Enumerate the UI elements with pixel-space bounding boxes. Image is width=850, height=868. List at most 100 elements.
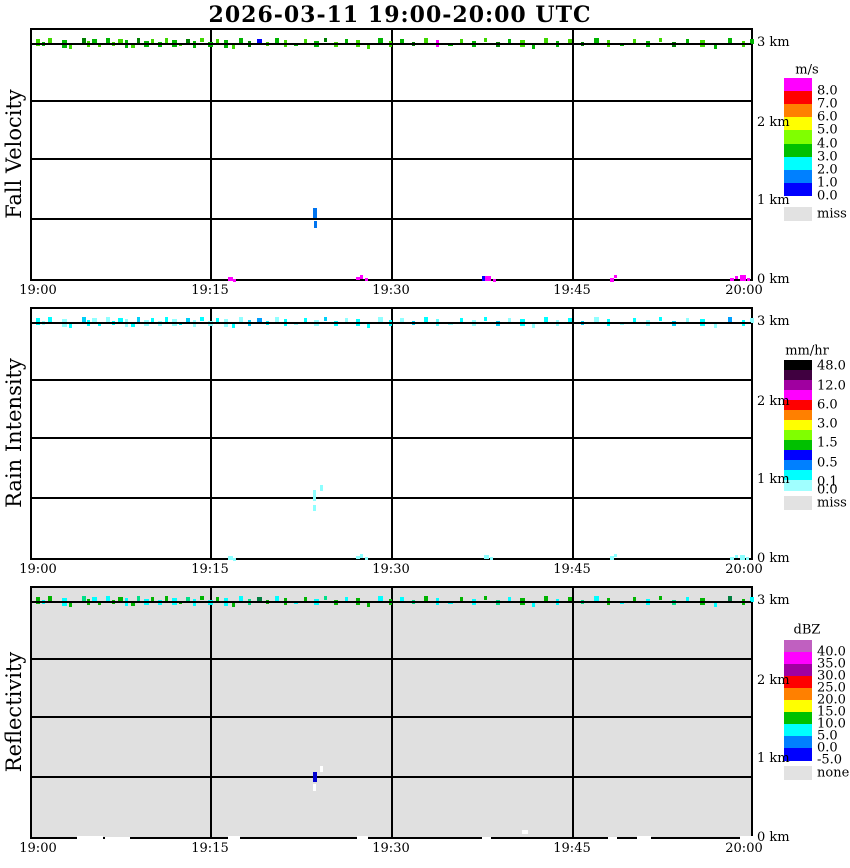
time-tick-label: 19:30 [372, 841, 410, 856]
echo-band-block [232, 45, 235, 49]
echo-band-block [98, 601, 101, 605]
surface-echo-speck [614, 275, 617, 278]
colorbar-tick-label: 12.0 [817, 378, 846, 394]
echo-band-block [659, 38, 662, 42]
echo-band-block [568, 39, 572, 44]
echo-band-block [424, 38, 428, 44]
echo-band-block [186, 39, 190, 44]
time-gridline [572, 30, 574, 279]
echo-band-block [633, 318, 636, 323]
surface-echo-speck [233, 279, 236, 282]
time-tick-label: 19:45 [553, 283, 591, 298]
echo-band-block [131, 603, 135, 606]
colorbar-segment [784, 652, 812, 665]
colorbar-segment [784, 78, 812, 92]
colorbar-tick-label: 2.0 [817, 162, 838, 178]
colorbar-segment [784, 169, 812, 184]
echo-band-block [216, 597, 219, 603]
colorbar-segment [784, 430, 812, 441]
time-tick-label: 20:00 [725, 283, 763, 298]
echo-band-block [324, 38, 327, 42]
time-gridline [391, 30, 393, 279]
surface-echo-speck [360, 275, 363, 279]
time-gridline [572, 309, 574, 558]
echo-band-block [750, 39, 754, 44]
height-gridline [32, 158, 751, 160]
colorbar-segment [784, 724, 812, 737]
colorbar-tick-label: 0.0 [817, 188, 838, 204]
echo-band-block [400, 39, 404, 44]
colorbar-segment [784, 700, 812, 713]
surface-echo-speck [730, 278, 734, 281]
echo-band-block [200, 596, 204, 600]
echo-band-block [106, 596, 110, 603]
colorbar-segment [784, 420, 812, 431]
surface-echo-speck [735, 276, 738, 279]
km-tick-label: 1 km [757, 472, 790, 487]
echo-band-block [686, 318, 689, 324]
echo-band-block [186, 597, 190, 602]
echo-band-block [460, 597, 463, 602]
colorbar-segment [784, 664, 812, 677]
echo-band-block [36, 597, 40, 604]
colorbar-segment [784, 182, 812, 197]
height-gridline [32, 437, 751, 439]
echo-band-block [165, 38, 168, 44]
colorbar-unit-label: m/s [795, 62, 819, 78]
echo-band-block [750, 318, 754, 323]
echo-band-block [151, 597, 154, 601]
surface-echo-speck [228, 836, 240, 840]
time-tick-label: 20:00 [725, 841, 763, 856]
echo-band-block [508, 597, 511, 603]
echo-band-block [400, 597, 404, 602]
echo-band-block [594, 317, 599, 323]
surface-echo-speck [610, 278, 614, 282]
time-gridline [210, 309, 212, 558]
three-km-line [32, 322, 751, 324]
echo-band-block [151, 39, 154, 43]
colorbar-segment [784, 117, 812, 131]
echo-band-block [137, 317, 140, 322]
echo-band-block [544, 596, 548, 601]
echo-band-block [92, 39, 97, 43]
echo-band-block [48, 596, 52, 601]
echo-band-block [345, 39, 348, 45]
surface-echo-speck [105, 837, 130, 840]
echo-band-block [345, 318, 348, 324]
echo-band-block [275, 38, 279, 44]
surface-echo-speck [637, 836, 651, 840]
echo-band-block [137, 596, 140, 601]
echo-band-block [714, 45, 717, 49]
echo-band-block [239, 38, 243, 43]
colorbar-missing-swatch [784, 766, 812, 780]
echo-band-block [131, 45, 135, 48]
echo-band-block [275, 596, 279, 602]
colorbar-tick-label: 40.0 [817, 644, 846, 660]
height-gridline [32, 497, 751, 499]
colorbar-tick-label: 3.0 [817, 416, 838, 432]
echo-band-block [750, 597, 754, 602]
surface-echo-speck [365, 557, 368, 560]
surface-echo-speck [740, 275, 746, 281]
km-tick-label: 3 km [757, 35, 790, 50]
colorbar-segment [784, 380, 812, 391]
km-tick-label: 2 km [757, 394, 790, 409]
echo-band-block [400, 318, 404, 323]
surface-echo-speck [356, 277, 360, 280]
echo-band-block [137, 38, 140, 43]
echo-band-block [82, 317, 86, 323]
echo-band-block [92, 597, 97, 601]
echo-band-block [232, 603, 235, 607]
colorbar-segment [784, 640, 812, 653]
colorbar-tick-label: 3.0 [817, 149, 838, 165]
echo-band-block [532, 603, 535, 607]
km-tick-label: 1 km [757, 751, 790, 766]
surface-echo-speck [484, 555, 489, 559]
colorbar-tick-label: 25.0 [817, 680, 846, 696]
km-tick-label: 2 km [757, 115, 790, 130]
echo-band-block [118, 597, 123, 603]
colorbar-missing-label: none [817, 765, 850, 781]
echo-band-block [165, 317, 168, 323]
echo-band-block [324, 596, 327, 600]
time-gridline [391, 588, 393, 837]
